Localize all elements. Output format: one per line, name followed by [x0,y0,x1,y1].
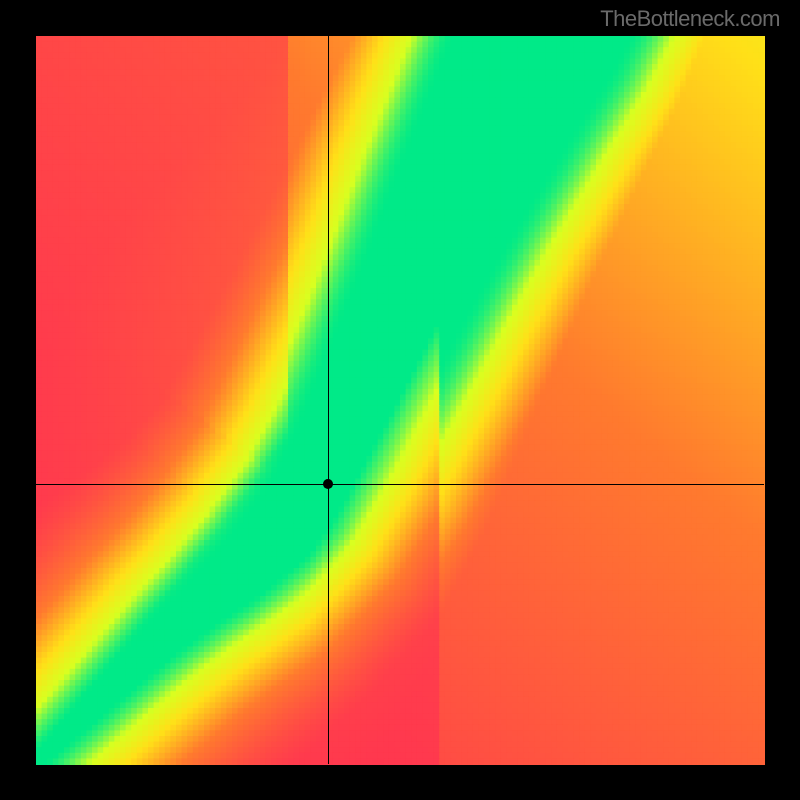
watermark-text: TheBottleneck.com [600,6,780,32]
bottleneck-heatmap [0,0,800,800]
chart-container: TheBottleneck.com [0,0,800,800]
